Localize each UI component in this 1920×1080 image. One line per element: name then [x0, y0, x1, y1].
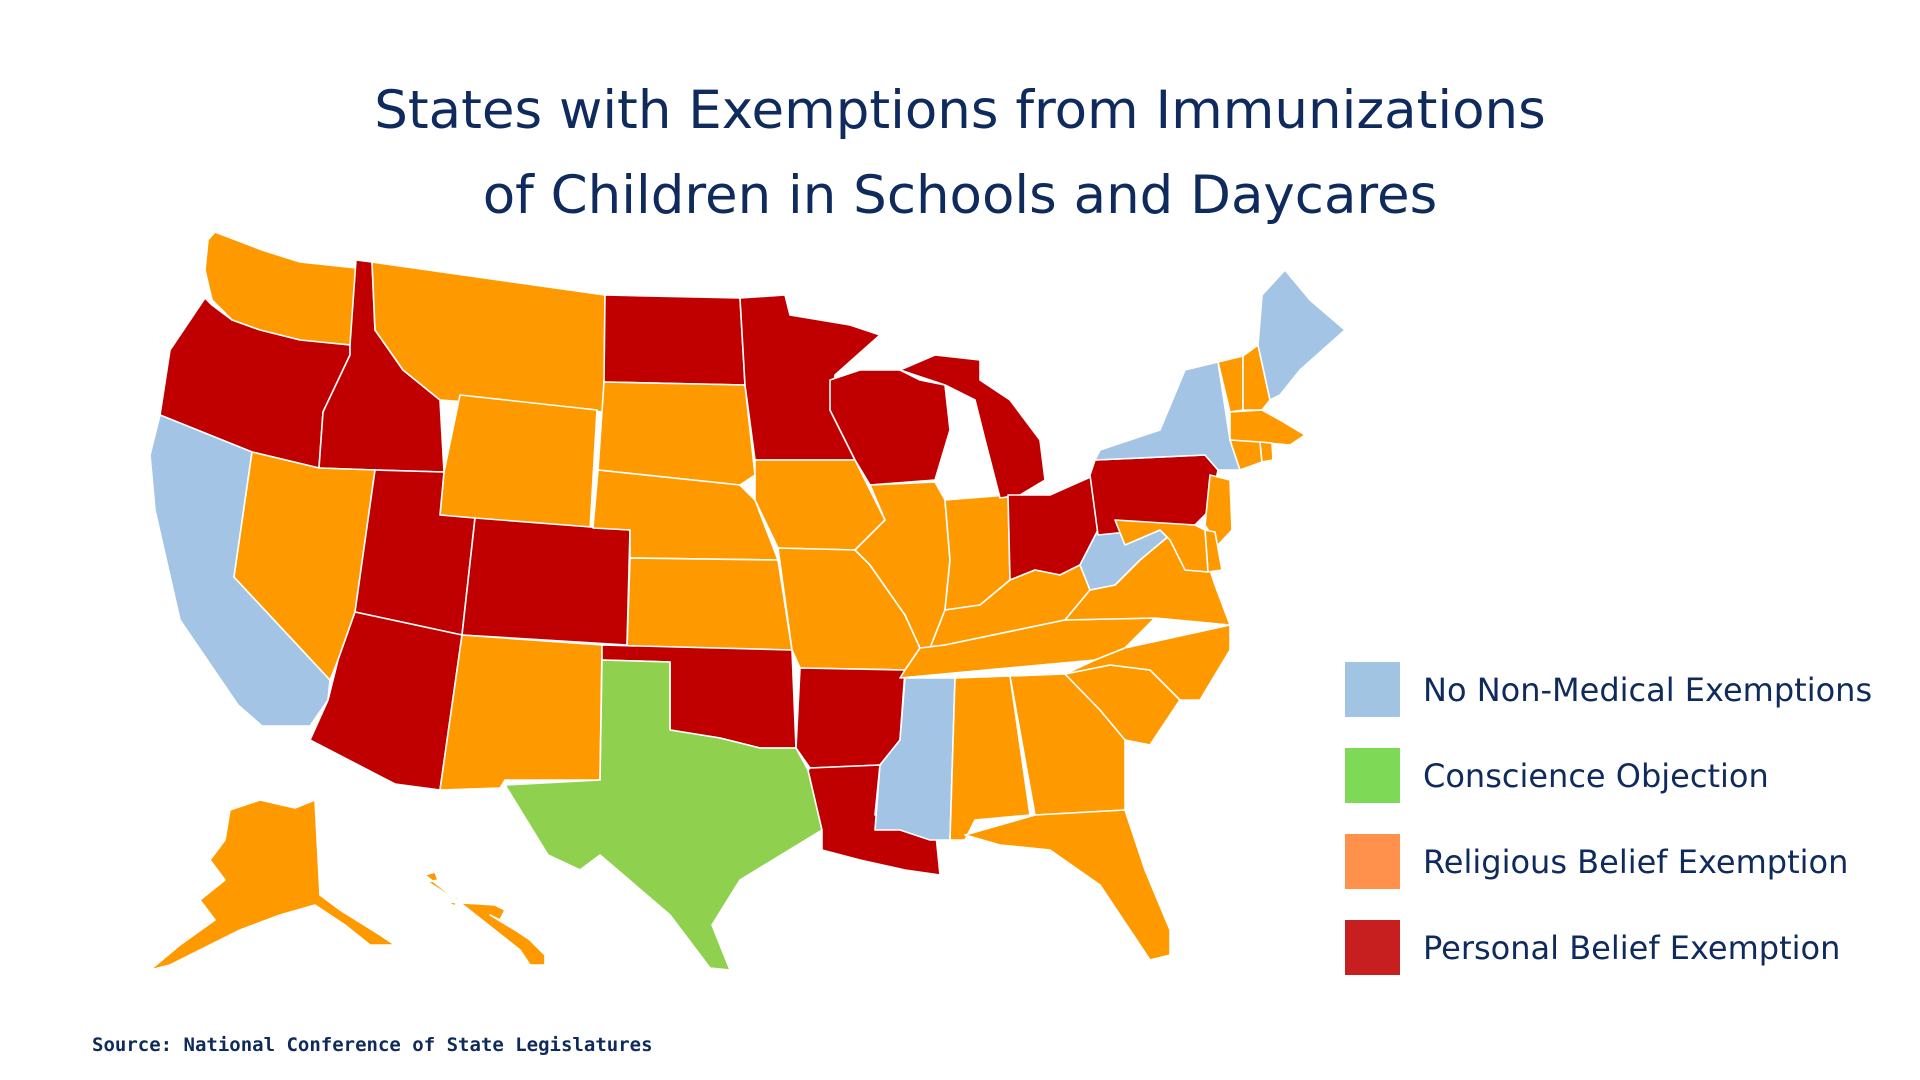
legend-item-no-non-medical: No Non-Medical Exemptions: [1345, 662, 1905, 717]
map-legend: No Non-Medical Exemptions Conscience Obj…: [1345, 662, 1905, 1006]
state-nj: [1204, 474, 1233, 546]
state-hi: [424, 871, 546, 966]
state-tx: [504, 659, 823, 971]
state-me: [1257, 269, 1346, 401]
state-wi: [829, 369, 951, 486]
state-co: [461, 517, 631, 646]
state-fl: [964, 809, 1171, 961]
legend-swatch: [1345, 920, 1400, 975]
legend-item-conscience: Conscience Objection: [1345, 748, 1905, 803]
title-line-1: States with Exemptions from Immunization…: [374, 80, 1546, 141]
state-nm: [439, 634, 603, 791]
legend-item-personal: Personal Belief Exemption: [1345, 920, 1905, 975]
state-md: [1114, 519, 1209, 573]
legend-swatch: [1345, 834, 1400, 889]
legend-item-religious: Religious Belief Exemption: [1345, 834, 1905, 889]
state-ks: [626, 557, 793, 651]
state-mi: [899, 354, 1046, 499]
state-nd: [603, 294, 746, 386]
state-ny: [1094, 361, 1241, 471]
legend-swatch: [1345, 662, 1400, 717]
state-ri: [1259, 441, 1274, 463]
state-mn: [739, 294, 881, 461]
map-title: States with Exemptions from Immunization…: [0, 68, 1920, 238]
legend-label: Conscience Objection: [1423, 756, 1769, 795]
state-sd: [597, 381, 756, 486]
state-ak: [149, 799, 396, 971]
state-nc: [1064, 624, 1231, 701]
legend-label: Personal Belief Exemption: [1423, 928, 1841, 967]
state-wy: [439, 394, 598, 531]
state-nh: [1242, 344, 1271, 411]
legend-swatch: [1345, 748, 1400, 803]
legend-label: Religious Belief Exemption: [1423, 842, 1849, 881]
state-ma: [1229, 409, 1306, 446]
title-line-2: of Children in Schools and Daycares: [482, 165, 1438, 226]
source-note: Source: National Conference of State Leg…: [92, 1034, 653, 1056]
legend-label: No Non-Medical Exemptions: [1423, 670, 1873, 709]
